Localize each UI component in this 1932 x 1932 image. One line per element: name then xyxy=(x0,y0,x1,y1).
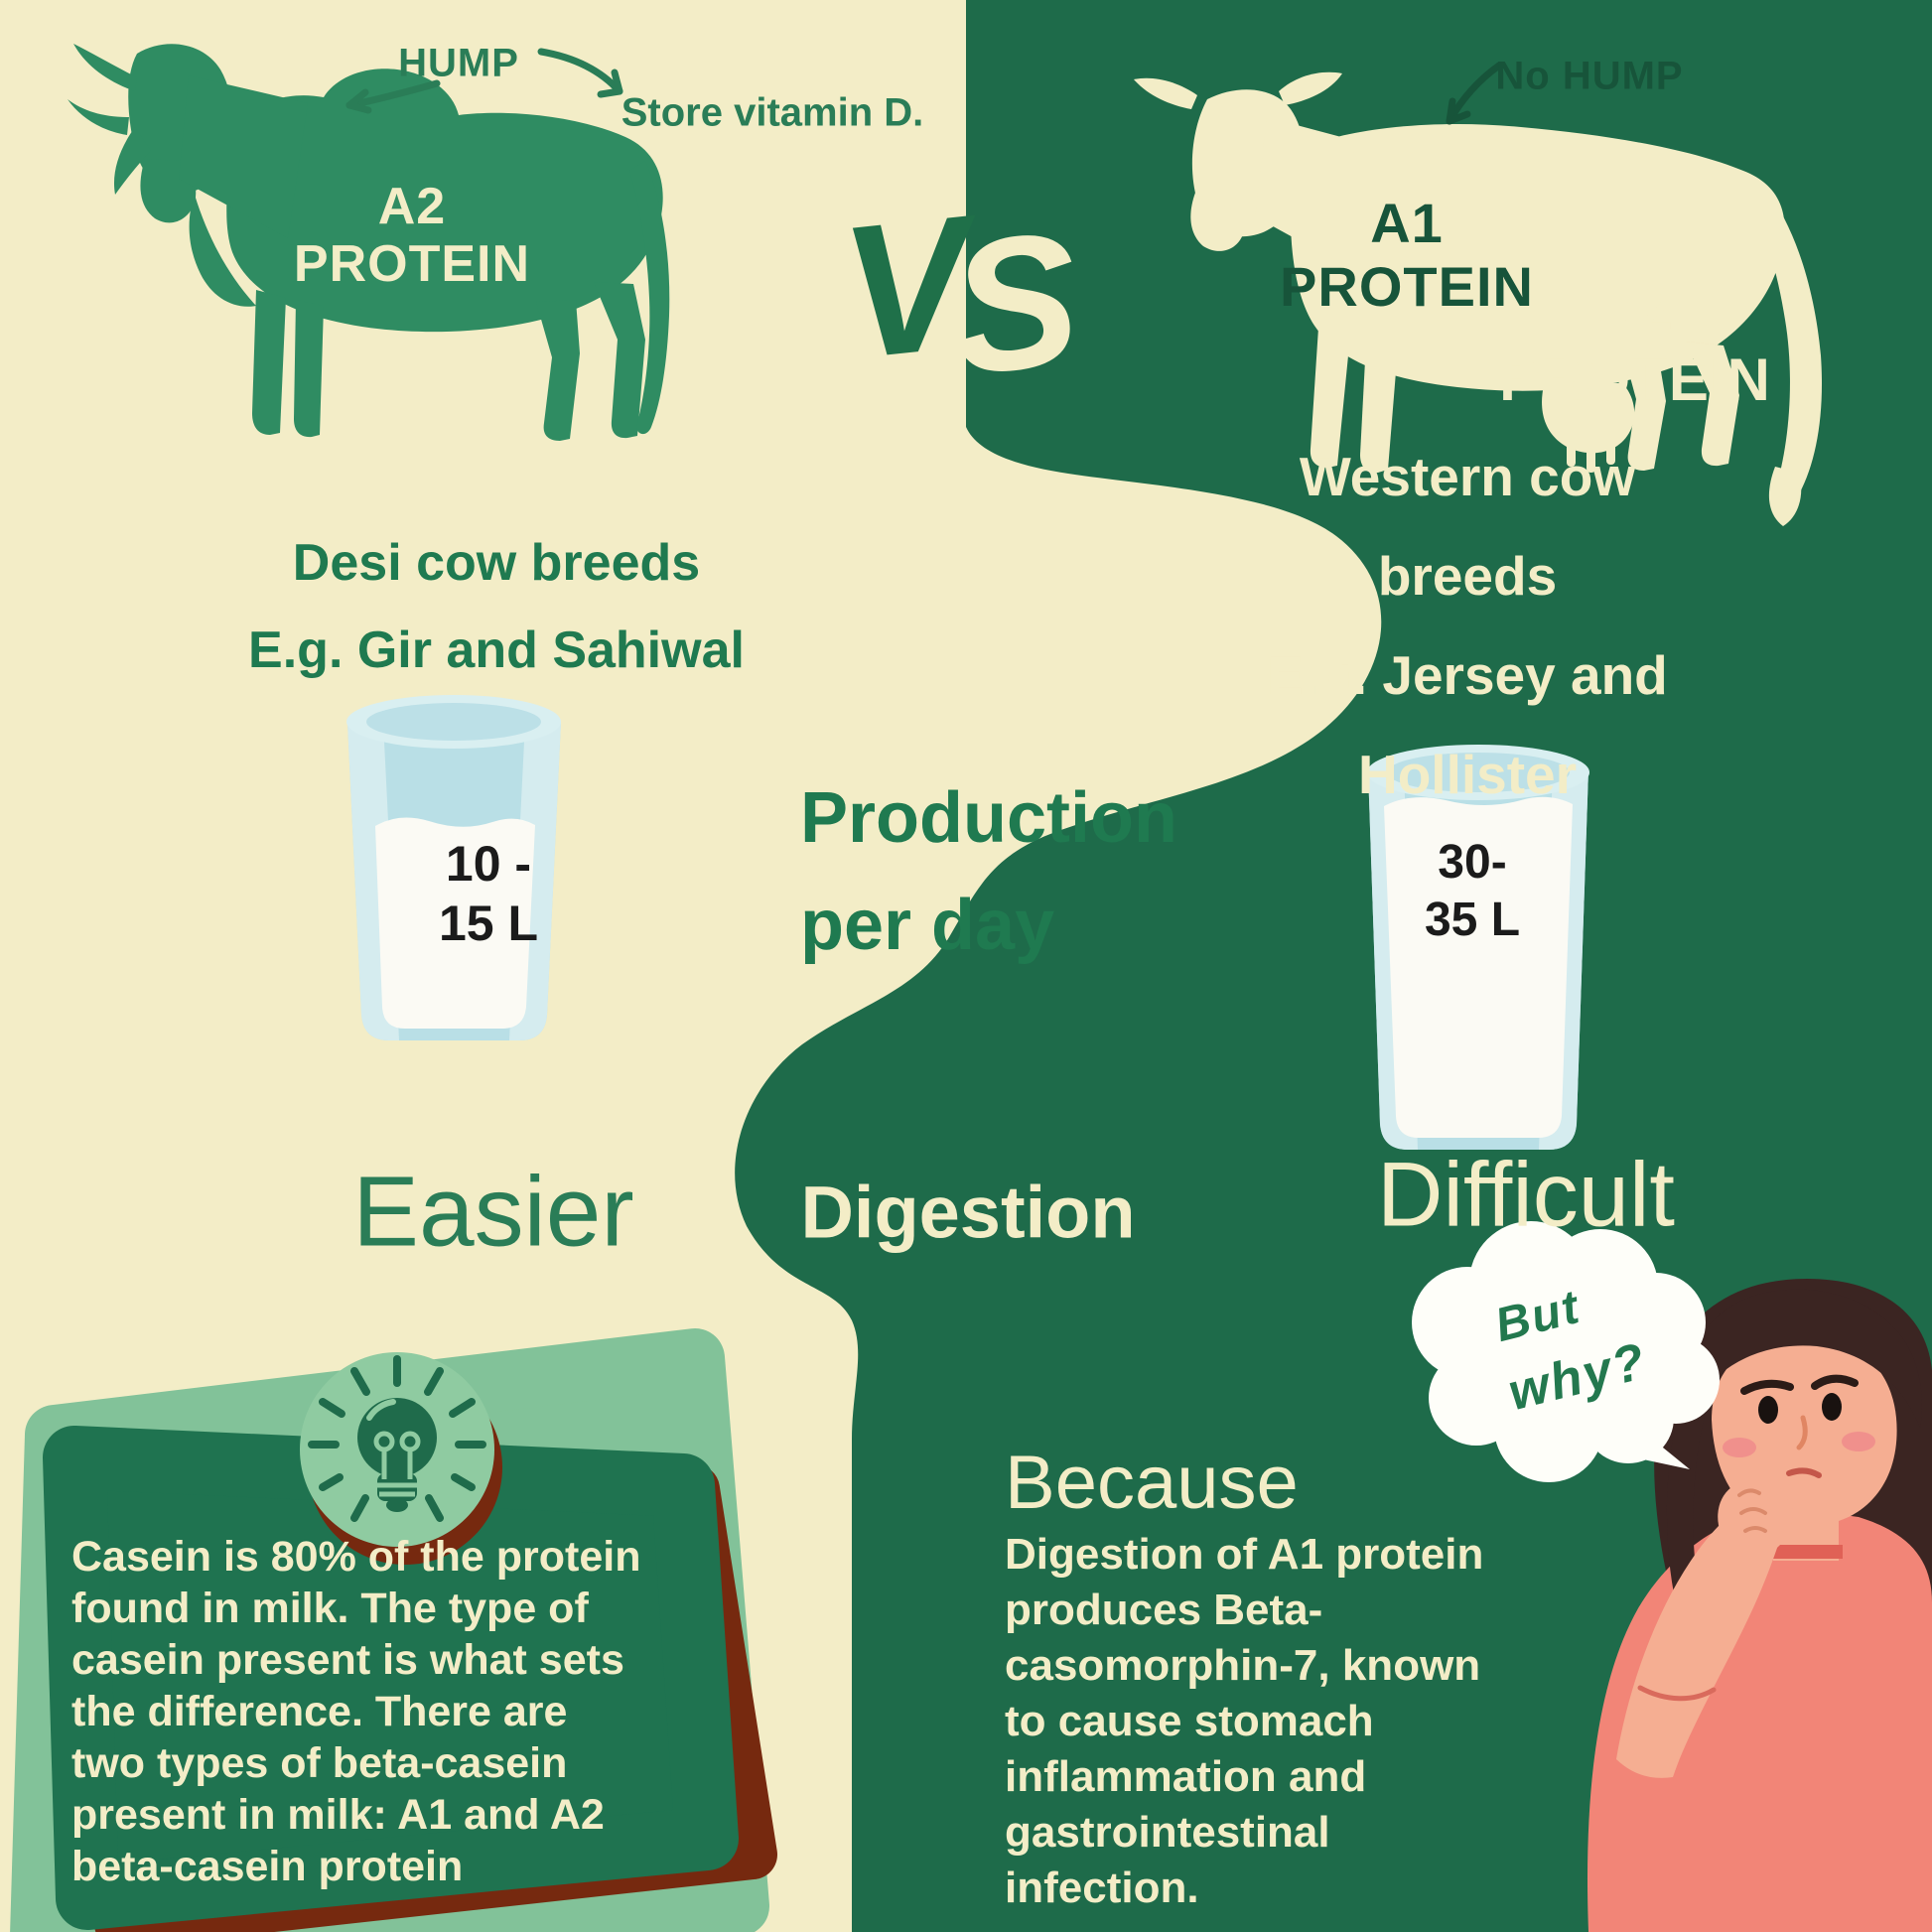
woman-brow-left xyxy=(1740,1379,1794,1395)
woman-eye-right xyxy=(1822,1393,1842,1421)
vs-mark-right: S xyxy=(940,192,1089,416)
digestion-verdict-easier: Easier xyxy=(352,1156,634,1268)
casein-fact-text: Casein is 80% of the protein found in mi… xyxy=(71,1533,641,1890)
thought-cloud-icon xyxy=(1412,1221,1720,1482)
desi-production-value: 10 - 15 L xyxy=(438,836,539,951)
fact-card-stack xyxy=(10,1328,777,1932)
woman-sleeve-seam xyxy=(1637,1685,1717,1702)
western-cow-rear-protein-label: A2 PROTEIN xyxy=(1499,275,1771,413)
western-cow-front-protein-label: A1 PROTEIN xyxy=(1280,192,1534,318)
woman-hair-lock xyxy=(1666,1380,1712,1620)
woman-blush-right xyxy=(1842,1432,1875,1451)
milk-glass-left-icon xyxy=(346,695,561,1040)
desi-breeds-label: Desi cow breeds E.g. Gir and Sahiwal xyxy=(248,534,745,679)
woman-fist xyxy=(1718,1479,1793,1557)
woman-eye-left xyxy=(1758,1396,1778,1424)
western-breeds-label: Western cow breeds E.g. Jersey and Holli… xyxy=(1267,446,1668,805)
store-vitamin-label: Store vitamin D. xyxy=(621,90,924,135)
woman-choker xyxy=(1769,1545,1843,1559)
no-hump-label: No HUMP xyxy=(1495,54,1684,98)
woman-arm xyxy=(1616,1499,1787,1778)
digestion-verdict-difficult: Difficult xyxy=(1377,1144,1675,1246)
no-hump-arrow-icon xyxy=(1446,62,1503,125)
milk-glass-right-icon xyxy=(1367,745,1589,1150)
digestion-label: Digestion xyxy=(800,1171,1136,1254)
hump-arrow-icon xyxy=(345,79,441,114)
desi-cow-silhouette-icon xyxy=(68,44,670,441)
because-explanation-text: Digestion of A1 protein produces Beta-ca… xyxy=(1005,1530,1484,1912)
store-arrow-icon xyxy=(537,48,623,98)
woman-mouth xyxy=(1786,1467,1822,1478)
woman-brow-right xyxy=(1811,1374,1859,1390)
lightbulb-icon xyxy=(300,1352,502,1565)
western-production-value: 30- 35 L xyxy=(1424,836,1521,946)
because-heading: Because xyxy=(1005,1441,1299,1525)
desi-cow-protein-label: A2 PROTEIN xyxy=(293,178,531,293)
woman-hair-fringe xyxy=(1687,1289,1922,1428)
hump-label: HUMP xyxy=(398,41,519,85)
woman-blush-left xyxy=(1723,1438,1756,1457)
production-per-day-label: Production per day xyxy=(800,778,1177,965)
thinking-woman-illustration xyxy=(1587,1279,1932,1932)
woman-nose xyxy=(1796,1415,1808,1450)
